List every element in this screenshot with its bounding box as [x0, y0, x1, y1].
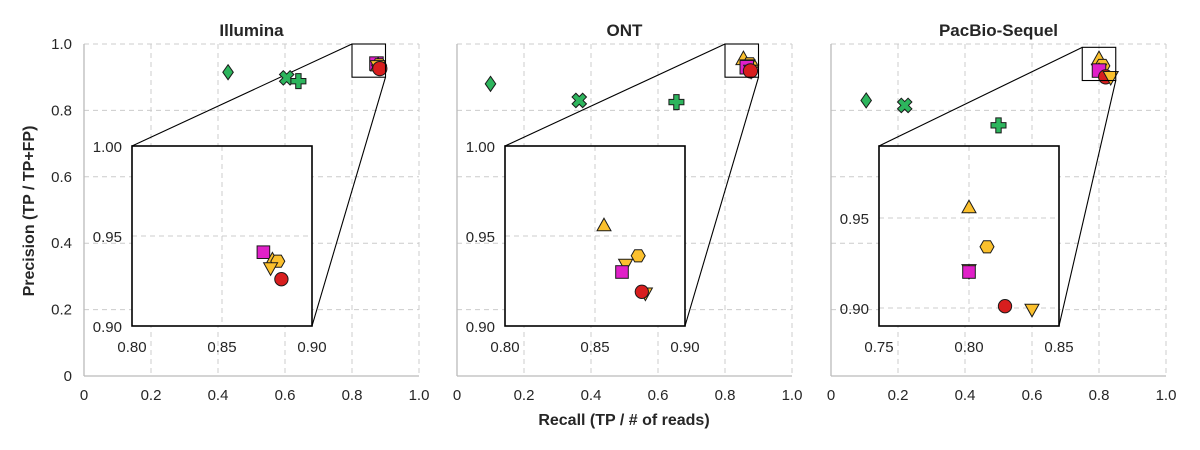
inset-x-tick-label: 0.80: [117, 339, 146, 356]
x-tick-label: 0: [827, 387, 835, 404]
x-tick-label: 0.8: [715, 387, 736, 404]
x-tick-label: 1.0: [1156, 387, 1177, 404]
zoom-connector: [878, 46, 1083, 147]
data-point-x: [896, 97, 913, 114]
data-point-circle: [997, 299, 1013, 314]
panel-0: 0 0.2 0.4 0.6 0.8 1.000.20.40.60.81.0Illumina…: [51, 21, 429, 404]
inset-y-tick-label: 0.95: [466, 229, 495, 246]
zoom-connector: [131, 43, 353, 147]
inset-points: [256, 245, 289, 287]
inset-y-tick-label: 1.00: [466, 139, 495, 156]
zoom-connector: [1058, 80, 1117, 327]
inset-x-tick-label: 0.75: [864, 339, 893, 356]
x-tick-label: 0.4: [581, 387, 602, 404]
y-tick-label: 0.6: [51, 169, 72, 186]
x-tick-label: 1.0: [782, 387, 803, 404]
data-point-circle: [372, 60, 388, 77]
panel-title: Illumina: [219, 21, 284, 40]
x-tick-label: 0.4: [208, 387, 229, 404]
data-point-x: [278, 69, 295, 86]
inset-x-tick-label: 0.80: [490, 339, 519, 356]
x-tick-label: 0.2: [888, 387, 909, 404]
x-tick-label: 0.8: [342, 387, 363, 404]
data-point-circle: [634, 284, 649, 299]
y-tick-label: 0.8: [51, 102, 72, 119]
data-point-diamond: [222, 63, 234, 81]
panel-2: 0 0.2 0.4 0.6 0.8 1.0 PacBio-Sequel 0.75 0.80 0.8…: [827, 21, 1177, 404]
inset-y-tick-label: 0.90: [840, 301, 869, 318]
zoom-connector: [311, 77, 387, 327]
y-axis-label: Precision (TP / TP+FP): [21, 126, 38, 297]
zoom-region-box: [1081, 46, 1117, 82]
x-tick-label: 0.6: [275, 387, 296, 404]
data-point-hexagon: [630, 249, 646, 263]
zoom-connector: [504, 43, 726, 147]
zoom-region-box: [351, 43, 387, 78]
data-point-x: [571, 92, 588, 109]
x-tick-label: 1.0: [409, 387, 430, 404]
x-tick-label: 0: [80, 387, 88, 404]
inset-y-tick-label: 0.95: [93, 229, 122, 246]
y-tick-label: 0.2: [51, 302, 72, 319]
inset-frame: [131, 145, 313, 327]
y-tick-label: 1.0: [51, 36, 72, 53]
inset-y-tick-label: 0.95: [840, 211, 869, 228]
y-tick-label: 0.4: [51, 235, 72, 252]
data-point-triangle-up: [961, 199, 977, 214]
data-point-circle: [274, 272, 289, 287]
x-axis-label: Recall (TP / # of reads): [538, 412, 709, 429]
panel-title: PacBio-Sequel: [939, 21, 1058, 40]
x-tick-label: 0: [453, 387, 461, 404]
data-point-plus: [668, 94, 685, 111]
x-tick-label: 0.6: [648, 387, 669, 404]
data-point-square: [962, 265, 976, 279]
data-point-triangle-up: [596, 217, 612, 232]
x-tick-label: 0.2: [514, 387, 535, 404]
inset-x-tick-label: 0.85: [207, 339, 236, 356]
inset-frame: [878, 145, 1060, 327]
data-point-plus: [290, 73, 307, 90]
data-point-plus: [990, 117, 1007, 134]
inset-y-tick-label: 1.00: [93, 139, 122, 156]
inset-y-tick-label: 0.90: [93, 319, 122, 336]
inset-x-tick-label: 0.80: [954, 339, 983, 356]
zoom-region-box: [724, 43, 760, 78]
y-tick-label: 0: [64, 368, 72, 385]
data-point-hexagon: [979, 240, 995, 254]
data-point-diamond: [484, 75, 497, 93]
main-points: [222, 56, 388, 90]
data-point-triangle-down: [262, 262, 279, 277]
inset-points: [596, 217, 654, 302]
main-points: [484, 50, 760, 111]
x-tick-label: 0.2: [141, 387, 162, 404]
inset-frame: [504, 145, 686, 327]
panel-1: 0 0.2 0.4 0.6 0.8 1.0 ONT 0.80 0.85 0.90 0.90 0.95 1…: [453, 21, 803, 404]
data-point-square: [615, 265, 629, 279]
data-point-triangle-down: [1102, 71, 1120, 87]
inset-x-tick-label: 0.90: [297, 339, 326, 356]
inset-axes: 0.80 0.85 0.90 0.90 0.95 1.00: [93, 139, 327, 356]
inset-axes: 0.75 0.80 0.85 0.90 0.95: [840, 145, 1074, 356]
data-point-diamond: [860, 92, 873, 109]
inset-axes: 0.80 0.85 0.90 0.90 0.95 1.00: [466, 139, 700, 356]
inset-points: [961, 199, 1040, 318]
x-tick-label: 0.6: [1022, 387, 1043, 404]
x-tick-label: 0.8: [1089, 387, 1110, 404]
inset-x-tick-label: 0.85: [580, 339, 609, 356]
zoom-connector: [684, 77, 760, 327]
inset-y-tick-label: 0.90: [466, 319, 495, 336]
inset-x-tick-label: 0.85: [1044, 339, 1073, 356]
data-point-triangle-down: [1024, 303, 1040, 318]
data-point-circle: [742, 63, 759, 79]
data-point-square: [256, 245, 271, 259]
inset-x-tick-label: 0.90: [670, 339, 699, 356]
x-tick-label: 0.4: [955, 387, 976, 404]
panel-title: ONT: [607, 21, 644, 40]
